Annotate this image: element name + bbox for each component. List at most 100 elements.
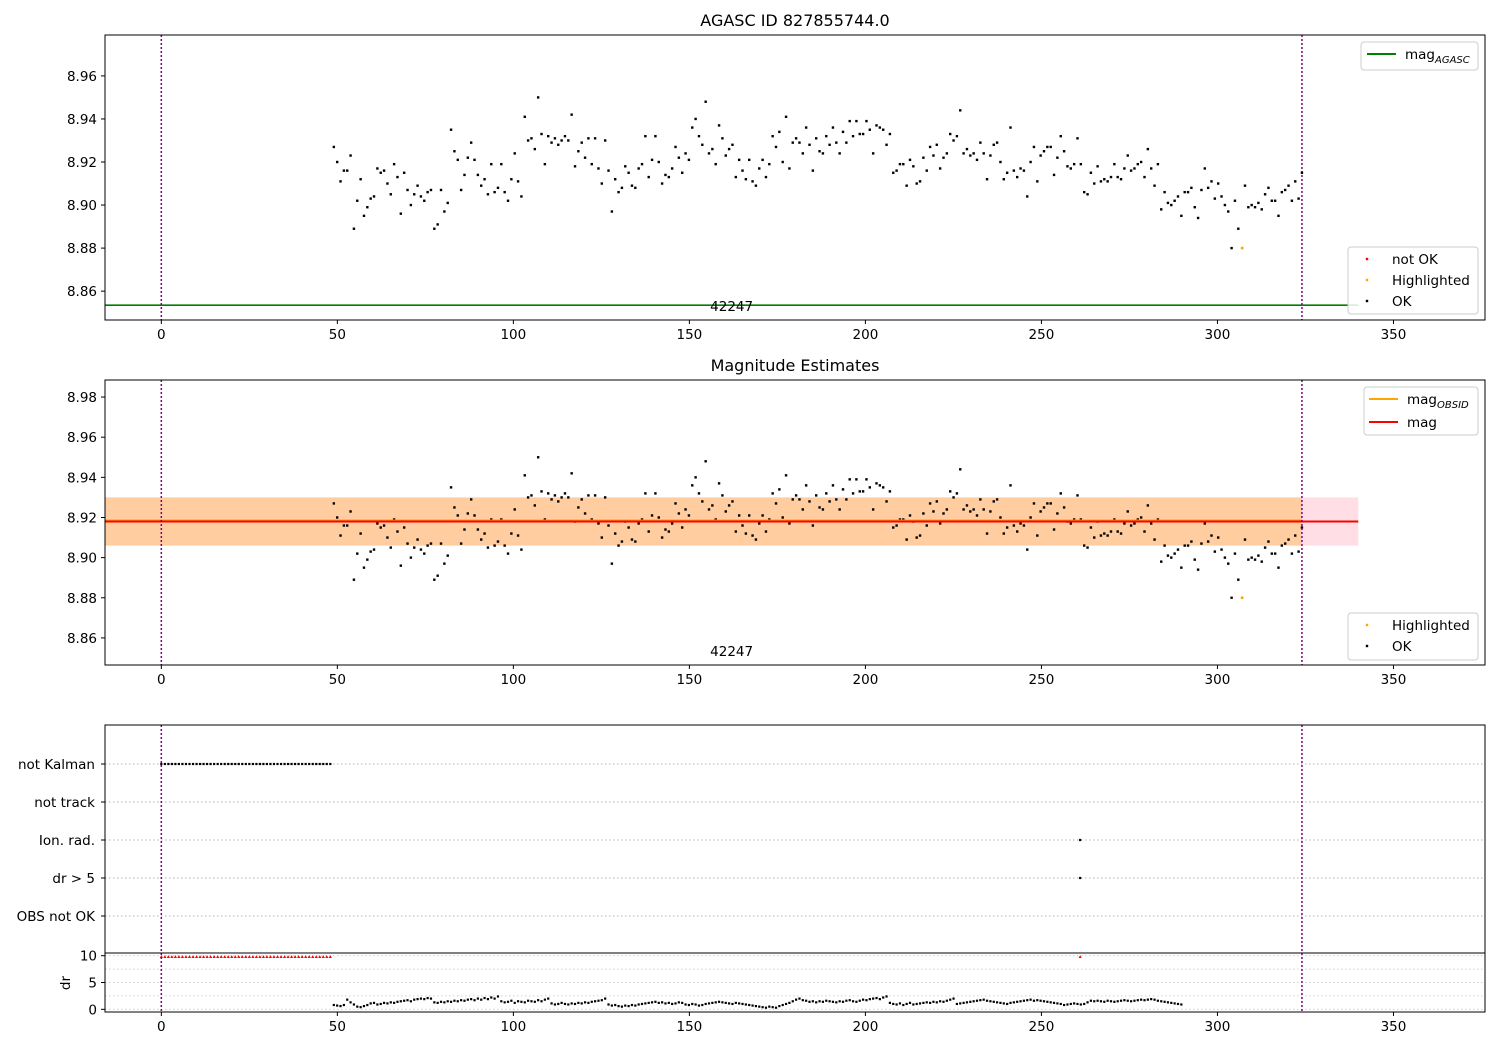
dr-point (828, 1000, 831, 1003)
top-ok-point (647, 175, 650, 179)
dr-capped-point (293, 955, 297, 959)
top-ok-point (1260, 208, 1263, 211)
top-ok-point (359, 178, 362, 181)
dr-point (567, 1003, 570, 1006)
not-kalman-point (167, 762, 170, 766)
top-ok-point (1170, 203, 1173, 207)
top-ok-point (1143, 175, 1146, 179)
mid-ok-point (644, 492, 647, 495)
mid-ok-point (861, 490, 865, 493)
mid-ok-point (841, 488, 845, 491)
dr-capped-point (173, 955, 178, 959)
top-ok-point (1223, 203, 1227, 207)
top-ok-point (851, 134, 855, 138)
not-kalman-point (269, 762, 272, 766)
mid-ok-point (570, 472, 573, 475)
mid-ok-point (724, 510, 727, 513)
dr-point (594, 1000, 597, 1003)
mid-ok-point (955, 492, 959, 495)
mid-ok-point (952, 496, 955, 499)
top-ok-point (687, 158, 691, 162)
not-kalman-point (191, 762, 195, 766)
mid-ok-point (379, 526, 382, 529)
top-ok-point (1163, 190, 1166, 194)
top-ok-point (650, 158, 654, 162)
not-kalman-point (220, 762, 223, 766)
top-ok-point (1290, 199, 1294, 202)
top-ok-point (342, 169, 346, 172)
mid-ok-point (352, 578, 356, 581)
dr-point (1093, 1000, 1096, 1003)
mid-ok-point (1186, 544, 1190, 547)
top-ok-point (1046, 145, 1049, 149)
top-ok-point (550, 141, 553, 144)
mid-ok-point (878, 484, 882, 487)
mid-ok-point (1153, 538, 1156, 541)
mid-ok-point (1196, 568, 1200, 571)
mid-ok-point (480, 538, 483, 541)
mid-ok-point (456, 514, 459, 517)
top-ok-point (784, 115, 788, 118)
top-ok-point (386, 182, 389, 185)
mid-xtick-label: 300 (1205, 672, 1231, 688)
mid-ok-point (815, 494, 818, 497)
dr-point (868, 998, 871, 1001)
mid-ok-point (1123, 522, 1126, 525)
dr-point (449, 1000, 453, 1003)
top-ok-point (593, 137, 597, 140)
top-ok-point (731, 143, 734, 146)
top-ok-point (1086, 193, 1089, 196)
dr-capped-point (325, 955, 329, 959)
top-ok-point (436, 223, 439, 226)
mid-ok-point (1086, 546, 1089, 549)
dr-capped-point (1078, 955, 1082, 959)
dr-point (1079, 1003, 1082, 1006)
mid-xtick-label: 200 (853, 672, 879, 688)
dr-point (620, 1005, 624, 1008)
top-ok-point (734, 175, 738, 179)
top-ok-point (1022, 169, 1026, 172)
top-ok-point (871, 152, 875, 155)
dr-capped-point (254, 955, 258, 959)
dr-point (1062, 1003, 1066, 1007)
dr-capped-point (297, 955, 301, 959)
mid-ok-point (848, 478, 851, 481)
dr-capped-point (321, 955, 325, 959)
mid-ok-point (369, 550, 372, 553)
dr-capped-point (282, 955, 287, 959)
top-xtick-label: 100 (500, 327, 526, 343)
mid-ok-point (1062, 506, 1066, 509)
dr-point (463, 999, 466, 1002)
top-ok-point (985, 178, 989, 181)
mid-ok-point (386, 536, 389, 539)
mid-ok-point (714, 518, 717, 521)
mid-ok-point (1230, 596, 1233, 599)
top-ok-point (721, 137, 724, 140)
top-ok-point (1126, 154, 1129, 157)
dr-point (573, 1002, 577, 1006)
dr-point (393, 1001, 396, 1004)
mid-legend-label: magOBSID (1407, 392, 1469, 411)
mid-ok-point (409, 556, 413, 559)
dr-point (821, 1000, 825, 1003)
top-ok-point (627, 171, 630, 174)
top-ok-point (1176, 195, 1180, 198)
top-ok-point (1129, 169, 1133, 172)
top-ok-point (704, 100, 707, 103)
top-ok-point (1267, 186, 1270, 190)
not-kalman-point (198, 762, 202, 766)
top-ok-point (898, 162, 902, 166)
dr-point (949, 998, 952, 1001)
mid-ok-point (402, 526, 406, 529)
dr-capped-point (163, 955, 167, 959)
dr-point (932, 1000, 935, 1003)
mid-legend-label-main: mag (1407, 392, 1437, 408)
top-ok-point (808, 143, 811, 146)
dr-capped-point (304, 955, 308, 959)
dr-xtick-label: 250 (1029, 1019, 1055, 1035)
top-ok-point (707, 152, 711, 155)
top-ok-point (1119, 178, 1123, 181)
top-ok-point (1113, 162, 1116, 166)
not-kalman-point (329, 762, 332, 766)
top-ok-point (382, 169, 386, 172)
